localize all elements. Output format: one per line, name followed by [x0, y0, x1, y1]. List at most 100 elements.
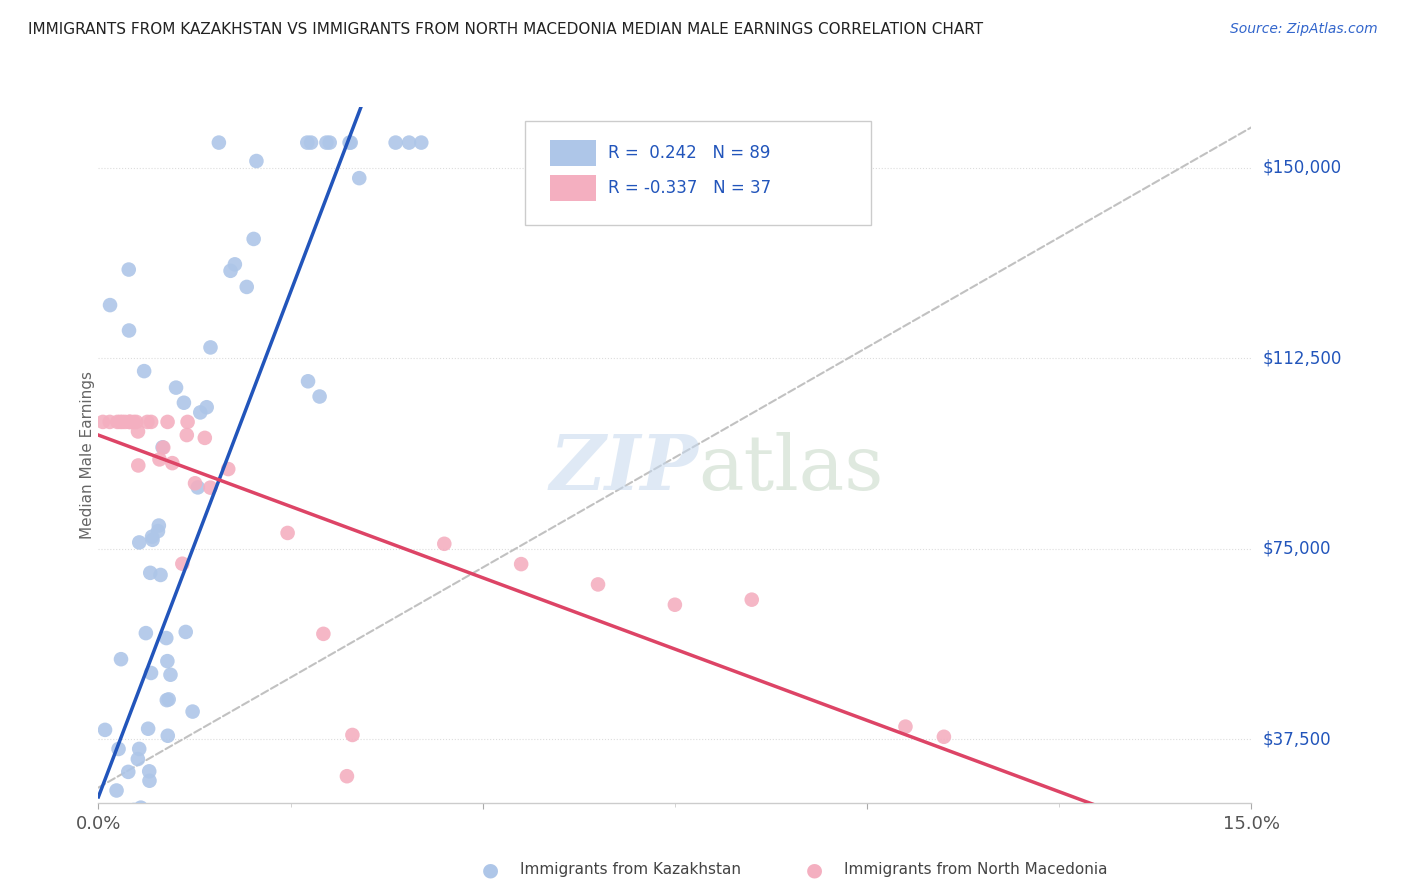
Point: [149, 811, 172, 825]
Point: [141, 811, 163, 825]
Point: [176, 415, 198, 429]
Point: [245, 154, 267, 169]
Point: [136, 722, 159, 736]
Point: [152, 440, 174, 454]
FancyBboxPatch shape: [524, 121, 870, 226]
Point: [135, 626, 157, 640]
Point: [146, 524, 169, 538]
Text: ZIP: ZIP: [550, 432, 697, 506]
Point: [98, 298, 121, 312]
Point: [139, 415, 162, 429]
Point: [188, 405, 211, 419]
Point: [118, 415, 141, 429]
Point: [176, 428, 198, 442]
Point: [91, 811, 114, 825]
Point: [94, 811, 117, 825]
Point: [510, 557, 533, 571]
Point: [200, 340, 222, 354]
Text: $75,000: $75,000: [1263, 540, 1331, 558]
Point: [97, 811, 120, 825]
Point: [105, 783, 128, 797]
Point: [586, 577, 609, 591]
Point: [155, 631, 177, 645]
Point: [894, 720, 917, 734]
Point: [277, 525, 299, 540]
Point: [117, 811, 139, 825]
Point: [127, 458, 149, 473]
Y-axis label: Median Male Earnings: Median Male Earnings: [80, 371, 94, 539]
Text: Immigrants from Kazakhstan: Immigrants from Kazakhstan: [520, 863, 741, 877]
Point: [165, 381, 187, 395]
Point: [93, 811, 115, 825]
Point: [312, 627, 335, 641]
Point: [297, 374, 319, 388]
Point: [107, 742, 129, 756]
Point: [101, 811, 124, 825]
Point: [118, 415, 141, 429]
Point: [134, 364, 156, 378]
Point: [124, 811, 146, 825]
Point: [336, 769, 359, 783]
Point: [117, 811, 139, 825]
Point: [118, 262, 141, 277]
Point: [152, 441, 174, 455]
Point: [134, 811, 156, 825]
Point: [118, 811, 141, 825]
Point: [235, 280, 257, 294]
Point: [157, 692, 180, 706]
Point: [664, 598, 686, 612]
Point: [108, 811, 131, 825]
Point: [98, 811, 121, 825]
Point: [741, 592, 763, 607]
Point: [172, 557, 194, 571]
Point: [110, 652, 132, 666]
Point: [127, 752, 149, 766]
Point: [384, 136, 406, 150]
Point: [138, 764, 160, 779]
Text: $112,500: $112,500: [1263, 350, 1341, 368]
Point: [339, 136, 361, 150]
Point: [156, 415, 179, 429]
Point: [108, 811, 131, 825]
Point: [342, 728, 364, 742]
Text: R =  0.242   N = 89: R = 0.242 N = 89: [607, 144, 770, 162]
Point: [107, 811, 129, 825]
Point: [174, 624, 197, 639]
Point: [433, 537, 456, 551]
Text: $37,500: $37,500: [1263, 731, 1331, 748]
Point: [128, 535, 150, 549]
Point: [181, 705, 204, 719]
Point: [139, 566, 162, 580]
Point: [139, 665, 162, 680]
Point: [111, 811, 134, 825]
Point: [122, 415, 145, 429]
Point: [94, 723, 117, 737]
Point: [194, 431, 217, 445]
Point: [103, 811, 125, 825]
Point: [349, 171, 371, 186]
Point: [156, 729, 179, 743]
Point: [318, 136, 340, 150]
Point: [90, 811, 112, 825]
Text: ●: ●: [806, 860, 823, 880]
Point: [148, 452, 170, 467]
Point: [122, 803, 145, 817]
Point: [127, 425, 149, 439]
Point: [208, 136, 231, 150]
Point: [98, 415, 121, 429]
Point: [125, 811, 148, 825]
Point: [148, 518, 170, 533]
Point: [339, 136, 361, 150]
Point: [156, 654, 179, 668]
Point: [173, 395, 195, 409]
Point: [125, 811, 148, 825]
Point: [108, 415, 131, 429]
Point: [138, 773, 160, 788]
Point: [122, 805, 145, 819]
Point: [187, 480, 209, 494]
Point: [101, 811, 124, 825]
Point: [162, 456, 184, 470]
FancyBboxPatch shape: [550, 140, 596, 166]
Point: [219, 264, 242, 278]
Text: R = -0.337   N = 37: R = -0.337 N = 37: [607, 178, 770, 197]
